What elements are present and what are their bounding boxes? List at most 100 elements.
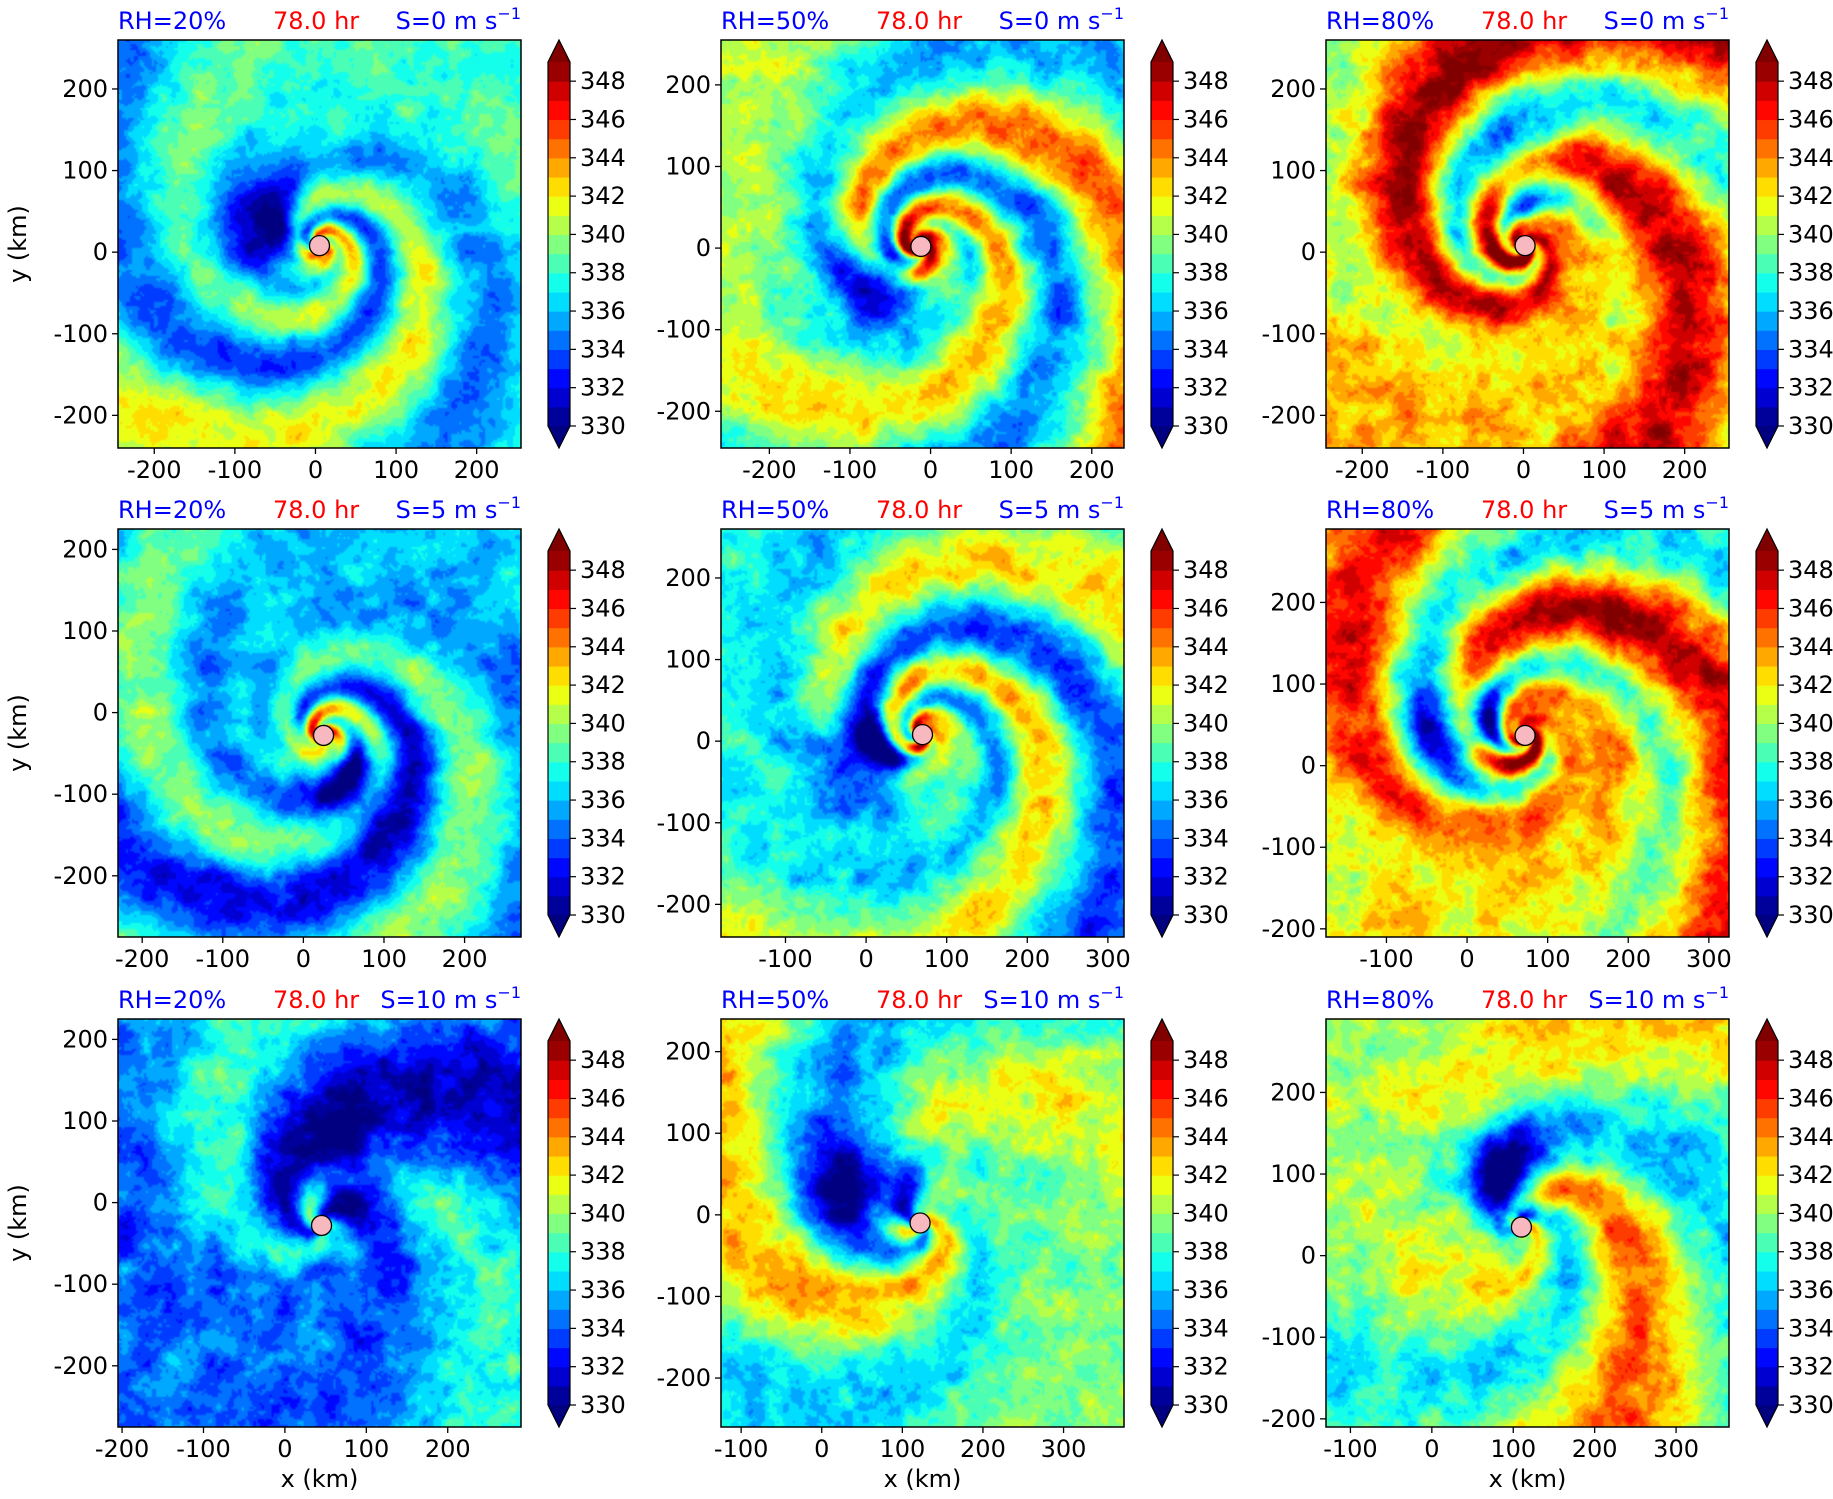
- colorbar-tick-label: 336: [580, 786, 626, 814]
- colorbar-bin: [548, 1347, 570, 1368]
- x-tick-label: 100: [1525, 945, 1571, 973]
- colorbar-bin: [548, 780, 570, 801]
- colorbar-tick-label: 346: [1788, 594, 1833, 622]
- colorbar-bin: [1151, 406, 1173, 427]
- title-shear: S=0 m s−1: [999, 4, 1124, 35]
- colorbar-extend-max: [548, 40, 570, 62]
- colorbar-bin: [1756, 1060, 1778, 1080]
- colorbar-bin: [548, 291, 570, 312]
- colorbar-bin: [1151, 1309, 1173, 1329]
- colorbar-bin: [1756, 1251, 1778, 1272]
- colorbar-bin: [548, 685, 570, 705]
- y-tick-label: 100: [1270, 157, 1316, 185]
- title-shear-text: S=0 m s: [1604, 7, 1706, 35]
- colorbar-bin: [1151, 1079, 1173, 1100]
- x-tick-label: 200: [1662, 456, 1708, 484]
- colorbar-extend-max: [548, 529, 570, 551]
- y-tick-label: 200: [665, 71, 711, 99]
- title-shear-text: S=10 m s: [1588, 986, 1705, 1014]
- colorbar-tick-label: 342: [1788, 671, 1833, 699]
- storm-center-marker: [911, 723, 934, 746]
- x-axis-label: x (km): [281, 1465, 359, 1493]
- colorbar-extend-max: [548, 1019, 570, 1041]
- colorbar-extend-max: [1756, 529, 1778, 551]
- colorbar-bin: [1756, 780, 1778, 801]
- x-tick-label: 100: [373, 456, 419, 484]
- title-shear: S=5 m s−1: [999, 493, 1124, 524]
- colorbar-bin: [1756, 761, 1778, 782]
- y-tick-label: -100: [1262, 833, 1316, 861]
- colorbar-tick-label: 336: [1788, 297, 1833, 325]
- colorbar-bin: [1151, 838, 1173, 859]
- title-time: 78.0 hr: [273, 7, 359, 35]
- colorbar-bin: [548, 81, 570, 101]
- colorbar: 330 332 334 336 338 340 342 344 346 348: [1755, 1017, 1833, 1429]
- colorbar-tick-label: 344: [1183, 144, 1229, 172]
- colorbar-bin: [548, 857, 570, 878]
- colorbar-bin: [1756, 330, 1778, 350]
- colorbar-bin: [1756, 1309, 1778, 1329]
- colorbar-bin: [1151, 608, 1173, 629]
- y-tick-label: -200: [657, 1364, 711, 1392]
- colorbar-bin: [1151, 1366, 1173, 1387]
- colorbar-tick-label: 336: [1183, 297, 1229, 325]
- colorbar-extend-max: [1151, 40, 1173, 62]
- title-shear-exponent: −1: [497, 983, 521, 1002]
- colorbar-bin: [548, 1194, 570, 1215]
- y-axis-label: y (km): [4, 694, 32, 772]
- colorbar-bin: [1756, 62, 1778, 82]
- colorbar-tick-label: 334: [1183, 1314, 1229, 1342]
- y-axis-label: y (km): [4, 1184, 32, 1262]
- colorbar-tick-label: 338: [580, 748, 626, 776]
- colorbar-tick-label: 332: [580, 863, 626, 891]
- y-tick-label: 0: [696, 234, 711, 262]
- colorbar-tick-label: 334: [1788, 824, 1833, 852]
- colorbar-bin: [1151, 704, 1173, 725]
- colorbar-bin: [1151, 138, 1173, 159]
- colorbar-bin: [548, 349, 570, 370]
- x-tick-label: 100: [924, 945, 970, 973]
- x-tick-label: 300: [1085, 945, 1131, 973]
- colorbar-bin: [1756, 1079, 1778, 1100]
- colorbar: 330 332 334 336 338 340 342 344 346 348: [547, 38, 626, 450]
- x-tick-label: 300: [1653, 1435, 1699, 1463]
- x-tick-label: -100: [714, 1435, 768, 1463]
- colorbar: 330 332 334 336 338 340 342 344 346 348: [1755, 527, 1833, 939]
- y-tick-label: 100: [665, 152, 711, 180]
- colorbar-bin: [1756, 1213, 1778, 1234]
- colorbar-bin: [1151, 1328, 1173, 1349]
- y-tick-label: 0: [696, 1201, 711, 1229]
- colorbar-bin: [1151, 81, 1173, 101]
- colorbar-tick-label: 346: [1183, 1084, 1229, 1112]
- colorbar: 330 332 334 336 338 340 342 344 346 348: [1150, 527, 1229, 939]
- y-tick-label: 200: [665, 1038, 711, 1066]
- title-time: 78.0 hr: [273, 986, 359, 1014]
- panel-3: -200 -100 0 100 200 -200 -100 0 100 200 RH=80% 78.0…: [1262, 4, 1833, 484]
- x-tick-label: -100: [1359, 945, 1413, 973]
- colorbar-tick-label: 344: [1788, 144, 1833, 172]
- y-tick-label: 100: [62, 617, 108, 645]
- x-tick-label: 100: [879, 1435, 925, 1463]
- colorbar-bin: [548, 1232, 570, 1253]
- colorbar: 330 332 334 336 338 340 342 344 346 348: [547, 1017, 626, 1429]
- colorbar-tick-label: 340: [580, 1199, 626, 1227]
- x-tick-label: 0: [923, 456, 938, 484]
- colorbar-bin: [548, 311, 570, 331]
- title-rh: RH=20%: [118, 496, 226, 524]
- storm-center-marker: [1510, 1216, 1533, 1238]
- y-tick-label: -200: [54, 862, 108, 890]
- colorbar-bin: [1756, 349, 1778, 370]
- colorbar-bin: [1151, 100, 1173, 121]
- colorbar-tick-label: 342: [580, 182, 626, 210]
- colorbar-bin: [1151, 272, 1173, 293]
- colorbar-bin: [1151, 761, 1173, 782]
- colorbar-bin: [1756, 1041, 1778, 1061]
- colorbar-tick-label: 338: [580, 1238, 626, 1266]
- colorbar-tick-label: 344: [1788, 633, 1833, 661]
- colorbar-tick-label: 348: [1183, 67, 1229, 95]
- colorbar-bin: [1151, 157, 1173, 178]
- colorbar-tick-label: 340: [1788, 1199, 1833, 1227]
- colorbar-bin: [1756, 608, 1778, 629]
- colorbar-bin: [548, 1328, 570, 1349]
- colorbar-bin: [548, 1385, 570, 1406]
